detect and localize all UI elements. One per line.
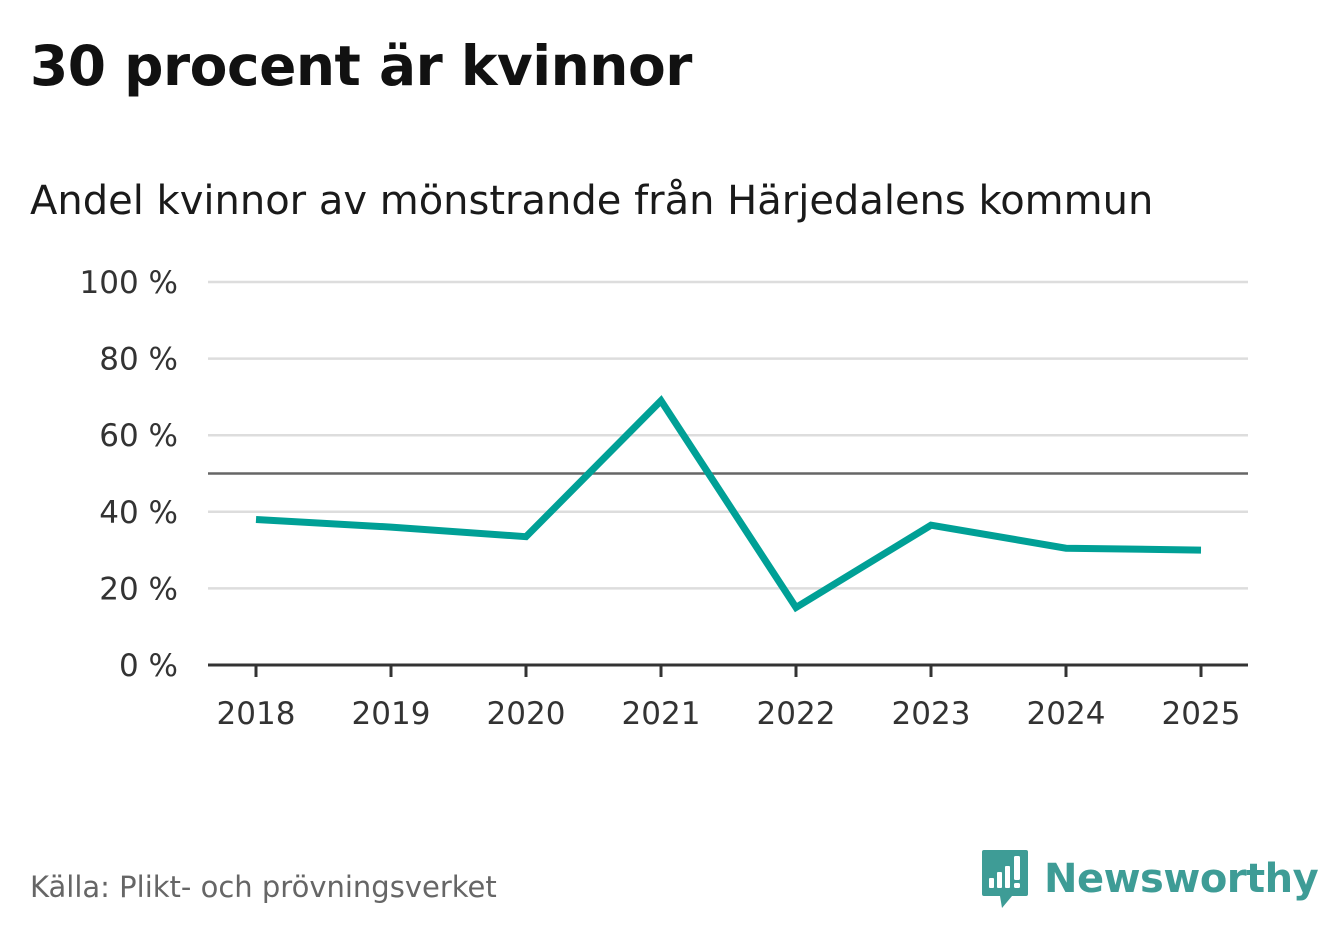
y-tick-label-20: 20 % — [99, 571, 178, 607]
brand-logo[interactable]: Newsworthy — [980, 848, 1319, 910]
x-tick-label-2025: 2025 — [1162, 696, 1241, 732]
y-axis-labels: 0 % 20 % 40 % 60 % 80 % 100 % — [80, 265, 178, 684]
x-tick-label-2023: 2023 — [892, 696, 971, 732]
data-series — [255, 395, 1202, 613]
x-tick-label-2021: 2021 — [622, 696, 701, 732]
y-tick-label-0: 0 % — [119, 648, 178, 684]
x-tick-label-2022: 2022 — [757, 696, 836, 732]
x-axis-labels: 2018 2019 2020 2021 2022 2023 2024 2025 — [217, 696, 1241, 732]
grid-lines — [208, 280, 1248, 590]
source-note: Källa: Plikt- och prövningsverket — [30, 870, 497, 904]
x-tick-label-2020: 2020 — [487, 696, 566, 732]
y-tick-label-40: 40 % — [99, 495, 178, 531]
x-tick-label-2018: 2018 — [217, 696, 296, 732]
brand-name: Newsworthy — [1044, 856, 1319, 902]
y-tick-label-60: 60 % — [99, 418, 178, 454]
series-line-0 — [255, 395, 1202, 613]
chart-subtitle: Andel kvinnor av mönstrande från Härjeda… — [30, 178, 1154, 224]
x-tick-label-2019: 2019 — [352, 696, 431, 732]
x-tick-label-2024: 2024 — [1027, 696, 1106, 732]
y-tick-label-100: 100 % — [80, 265, 178, 301]
y-tick-label-80: 80 % — [99, 342, 178, 378]
newsworthy-logo-icon — [982, 850, 1028, 908]
x-axis — [208, 663, 1248, 677]
chart-title: 30 procent är kvinnor — [30, 34, 692, 98]
